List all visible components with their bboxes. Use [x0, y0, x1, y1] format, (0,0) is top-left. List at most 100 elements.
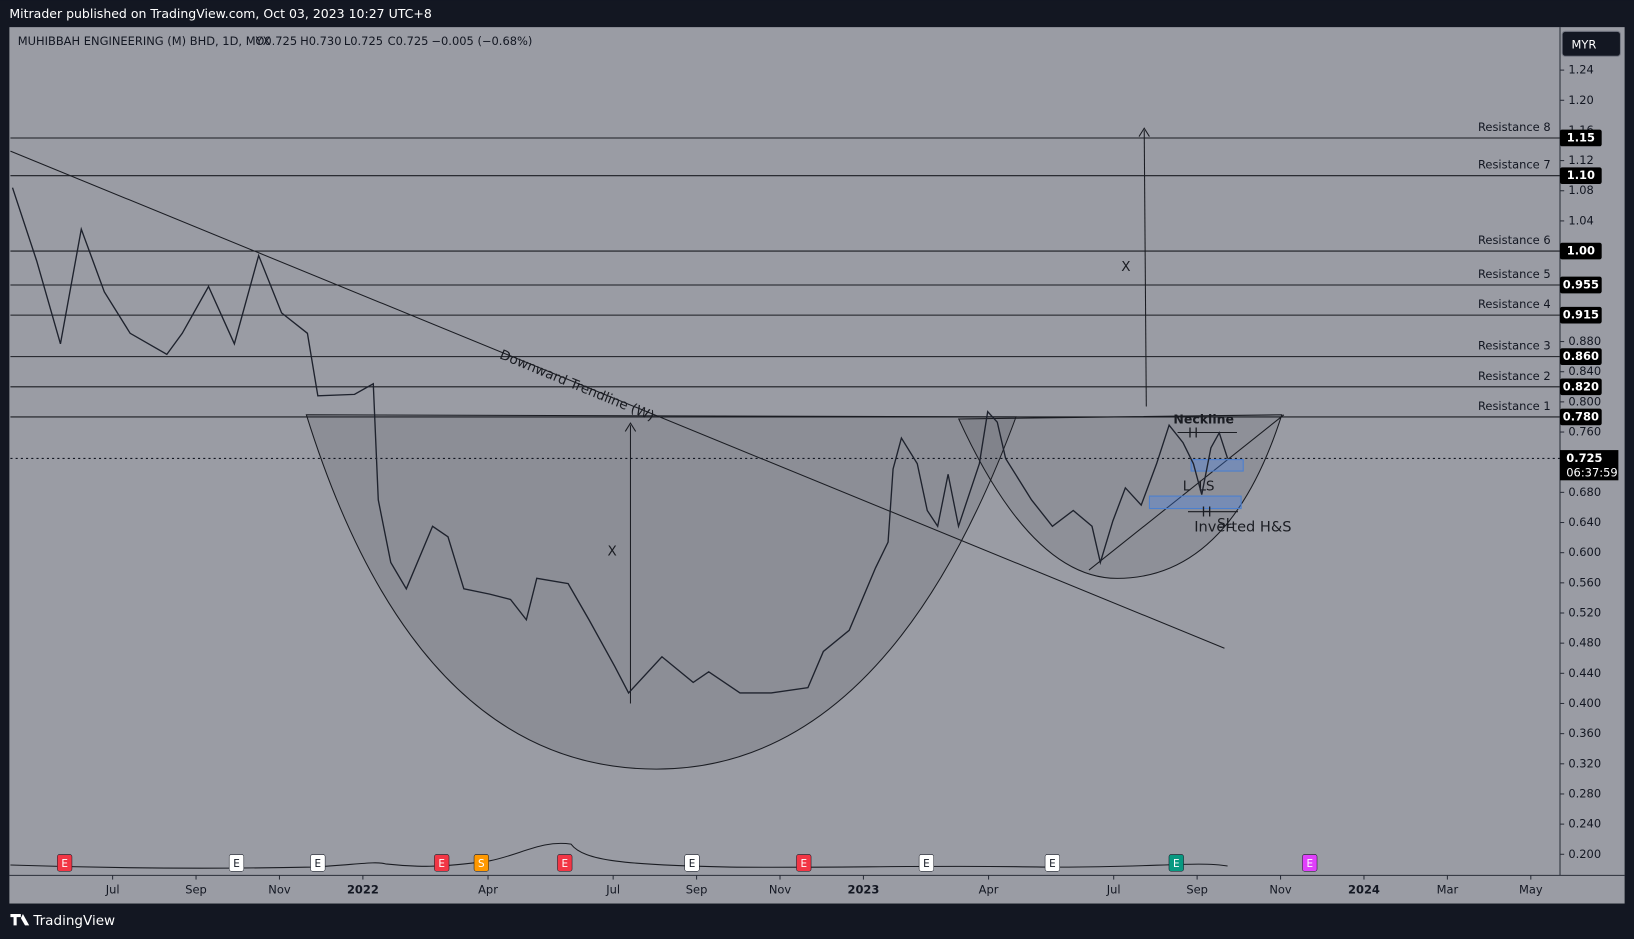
price-badge-label: 0.915	[1563, 308, 1599, 322]
resistance-label: Resistance 2	[1478, 369, 1551, 383]
event-label: E	[61, 858, 68, 870]
event-badge	[310, 854, 326, 872]
volume-average	[10, 842, 1228, 869]
x-tick-label: Sep	[686, 882, 708, 896]
event-badge	[1168, 854, 1184, 872]
y-tick-label: 0.760	[1568, 425, 1601, 439]
rising-trendline	[1088, 414, 1285, 571]
y-tick-label: 0.200	[1568, 847, 1601, 861]
price-badge-label: 0.780	[1563, 409, 1599, 423]
event-label: E	[1306, 858, 1313, 870]
event-label: E	[315, 858, 322, 870]
event-badge	[918, 854, 934, 872]
zone	[1148, 495, 1242, 510]
price-badge	[1560, 129, 1602, 147]
price-badge	[1560, 276, 1602, 294]
event-label: E	[438, 858, 445, 870]
zone	[1190, 459, 1244, 472]
event-label: E	[1049, 858, 1056, 870]
ohlc-change: −0.005 (−0.68%)	[431, 34, 532, 48]
price-badge-label: 1.15	[1567, 130, 1595, 144]
annotation: X	[1121, 259, 1130, 275]
footer-brand: TradingView	[32, 913, 115, 929]
resistance-label: Resistance 8	[1478, 120, 1551, 134]
ohlc-high: H0.730	[300, 34, 341, 48]
event-label: E	[1173, 858, 1180, 870]
publisher: Mitrader published on TradingView.com, O…	[9, 6, 431, 21]
resistance-label: Resistance 1	[1478, 399, 1551, 413]
last-price-label: 0.725	[1566, 451, 1602, 465]
resistance-label: Resistance 5	[1478, 267, 1551, 281]
annotation: L	[1183, 479, 1191, 495]
event-label: E	[233, 858, 240, 870]
annotation: Neckline	[1173, 412, 1234, 427]
y-tick-label: 1.20	[1568, 93, 1594, 107]
price-badge	[1560, 348, 1602, 365]
countdown: 06:37:59	[1566, 466, 1617, 480]
event-badge	[57, 854, 73, 872]
y-tick-label: 0.480	[1568, 636, 1601, 650]
event-label: E	[923, 858, 930, 870]
event-badge	[1302, 854, 1318, 872]
event-badge	[1044, 854, 1060, 872]
x-tick-label: 2023	[847, 882, 879, 896]
resistance-label: Resistance 4	[1478, 297, 1551, 311]
x-tick-label: Nov	[268, 882, 291, 896]
cup-small	[957, 414, 1283, 579]
x-tick-label: 2024	[1348, 882, 1380, 896]
y-tick-label: 1.04	[1568, 213, 1594, 227]
y-tick-label: 0.320	[1568, 756, 1601, 770]
x-tick-label: 2022	[347, 882, 379, 896]
x-tick-label: Apr	[979, 882, 999, 896]
currency-box[interactable]	[1561, 30, 1621, 57]
event-badge	[228, 854, 245, 872]
resistance-label: Resistance 3	[1478, 339, 1551, 353]
y-tick-label: 1.24	[1568, 63, 1594, 77]
price-badge-label: 1.10	[1567, 168, 1595, 182]
price-badge-label: 0.860	[1563, 349, 1599, 363]
y-tick-label: 0.880	[1568, 334, 1601, 348]
y-tick-label: 0.280	[1568, 786, 1601, 800]
event-badge	[684, 854, 700, 872]
event-label: E	[800, 858, 807, 870]
symbol: MUHIBBAH ENGINEERING (M) BHD, 1D, MYX	[18, 34, 271, 48]
y-tick-label: 0.520	[1568, 605, 1601, 619]
annotation: H	[1188, 426, 1198, 442]
price-badge-label: 0.955	[1563, 278, 1599, 292]
y-tick-label: 0.680	[1568, 485, 1601, 499]
event-label: E	[689, 858, 696, 870]
y-tick-label: 0.800	[1568, 394, 1601, 408]
x-tick-label: Apr	[478, 882, 498, 896]
x-tick-label: Nov	[1269, 882, 1292, 896]
resistance-label: Resistance 6	[1478, 233, 1551, 247]
price-line	[11, 187, 1229, 695]
price-badge-label: 1.00	[1567, 244, 1595, 258]
y-tick-label: 0.600	[1568, 545, 1601, 559]
annotation: X	[608, 543, 617, 559]
event-label: E	[561, 858, 568, 870]
event-badge	[473, 854, 489, 872]
chart-background	[9, 27, 1625, 904]
arrow-shaft	[1143, 130, 1147, 407]
x-tick-label: Jul	[105, 882, 120, 896]
x-tick-label: Jul	[605, 882, 620, 896]
y-tick-label: 0.440	[1568, 666, 1601, 680]
y-tick-label: 0.560	[1568, 575, 1601, 589]
arrow-head	[1138, 127, 1150, 137]
annotation: H	[1202, 505, 1212, 521]
resistance-label: Resistance 7	[1478, 158, 1551, 172]
y-tick-label: 0.400	[1568, 696, 1601, 710]
y-tick-label: 1.12	[1568, 153, 1594, 167]
downward-trendline	[10, 150, 1225, 649]
x-tick-label: Sep	[185, 882, 207, 896]
event-label: S	[478, 858, 485, 870]
event-badge	[557, 854, 573, 872]
event-badge	[434, 854, 450, 872]
event-badge	[796, 854, 812, 872]
currency[interactable]: MYR	[1571, 37, 1596, 51]
price-badge-label: 0.820	[1563, 379, 1599, 393]
ohlc-open: O0.725	[255, 34, 297, 48]
y-tick-label: 0.640	[1568, 515, 1601, 529]
